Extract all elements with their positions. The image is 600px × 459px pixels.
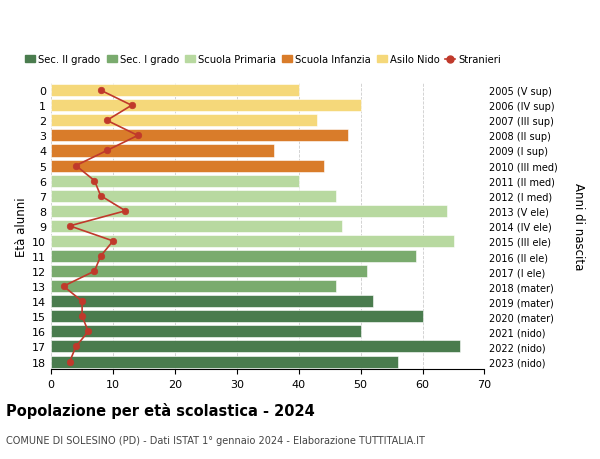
Point [133,133,143,140]
Bar [51,235,454,247]
Bar [51,205,448,218]
Y-axis label: Età alunni: Età alunni [15,196,28,256]
Point [102,118,112,125]
Point [127,102,136,110]
Point [65,358,74,365]
Bar [51,325,361,338]
Legend: Sec. II grado, Sec. I grado, Scuola Primaria, Scuola Infanzia, Asilo Nido, Stran: Sec. II grado, Sec. I grado, Scuola Prim… [22,51,505,69]
Point [59,283,68,290]
Bar [51,130,349,142]
Bar [51,220,342,232]
Bar [51,296,373,308]
Point [77,298,87,305]
Bar [51,251,416,263]
Point [96,253,106,260]
Y-axis label: Anni di nascita: Anni di nascita [572,183,585,270]
Bar [51,160,323,172]
Bar [51,280,336,292]
Point [89,178,99,185]
Bar [51,100,361,112]
Bar [51,311,422,323]
Point [121,207,130,215]
Point [77,313,87,320]
Bar [51,190,336,202]
Point [65,223,74,230]
Point [71,343,81,350]
Bar [51,85,299,97]
Bar [51,175,299,187]
Text: Popolazione per età scolastica - 2024: Popolazione per età scolastica - 2024 [6,403,315,419]
Bar [51,356,398,368]
Point [96,87,106,95]
Bar [51,341,460,353]
Bar [51,145,274,157]
Point [102,147,112,155]
Point [108,238,118,245]
Bar [51,265,367,278]
Bar [51,115,317,127]
Point [89,268,99,275]
Point [96,193,106,200]
Point [71,162,81,170]
Text: COMUNE DI SOLESINO (PD) - Dati ISTAT 1° gennaio 2024 - Elaborazione TUTTITALIA.I: COMUNE DI SOLESINO (PD) - Dati ISTAT 1° … [6,435,425,445]
Point [83,328,93,336]
